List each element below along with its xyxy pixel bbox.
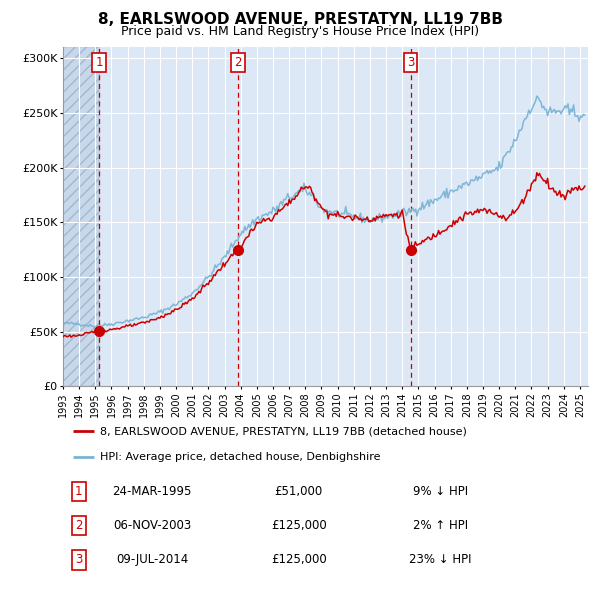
Text: 09-JUL-2014: 09-JUL-2014	[116, 553, 188, 566]
Text: 2: 2	[235, 56, 242, 69]
Text: 8, EARLSWOOD AVENUE, PRESTATYN, LL19 7BB: 8, EARLSWOOD AVENUE, PRESTATYN, LL19 7BB	[97, 12, 503, 27]
Text: £125,000: £125,000	[271, 553, 327, 566]
Text: 23% ↓ HPI: 23% ↓ HPI	[409, 553, 472, 566]
Text: £125,000: £125,000	[271, 519, 327, 532]
Text: 2% ↑ HPI: 2% ↑ HPI	[413, 519, 468, 532]
Bar	[63, 47, 99, 386]
Text: Price paid vs. HM Land Registry's House Price Index (HPI): Price paid vs. HM Land Registry's House …	[121, 25, 479, 38]
Text: 8, EARLSWOOD AVENUE, PRESTATYN, LL19 7BB (detached house): 8, EARLSWOOD AVENUE, PRESTATYN, LL19 7BB…	[100, 426, 467, 436]
Text: 9% ↓ HPI: 9% ↓ HPI	[413, 485, 468, 498]
Text: 2: 2	[75, 519, 82, 532]
Text: 3: 3	[75, 553, 82, 566]
Text: HPI: Average price, detached house, Denbighshire: HPI: Average price, detached house, Denb…	[100, 452, 380, 462]
Text: 24-MAR-1995: 24-MAR-1995	[112, 485, 192, 498]
Text: 1: 1	[75, 485, 82, 498]
Text: 06-NOV-2003: 06-NOV-2003	[113, 519, 191, 532]
Text: £51,000: £51,000	[275, 485, 323, 498]
Bar	[63, 47, 99, 386]
Text: 3: 3	[407, 56, 415, 69]
Text: 1: 1	[95, 56, 103, 69]
